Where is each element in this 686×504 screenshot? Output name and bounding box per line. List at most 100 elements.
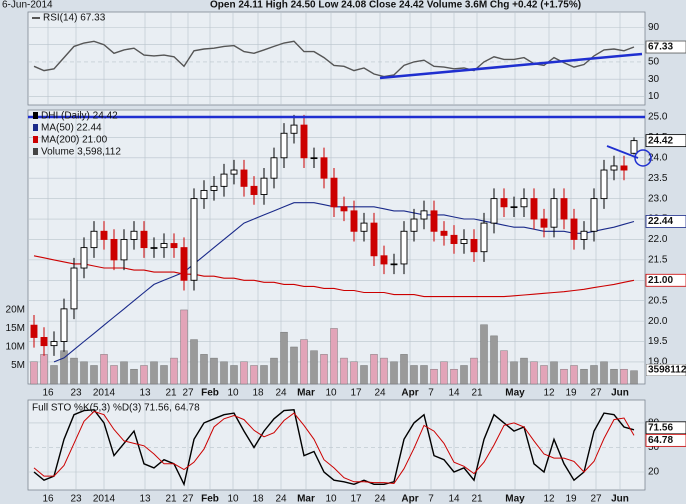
marker-circle — [634, 149, 652, 167]
x-tick-label: 19 — [565, 388, 577, 399]
candle-body — [40, 336, 48, 347]
date: 6-Jun-2014 — [2, 0, 53, 11]
legend-swatch — [33, 136, 38, 143]
x-tick-label: 13 — [139, 388, 151, 399]
candle-body — [440, 230, 448, 236]
candle-body — [160, 243, 168, 249]
legend-label: MA(200) 21.00 — [41, 135, 108, 146]
value-label: 3598112 — [648, 365, 686, 376]
volume-bar — [210, 357, 218, 385]
candle-body — [490, 198, 498, 224]
candle-body — [120, 238, 128, 261]
x-tick-label: 10 — [325, 388, 337, 399]
candle-body — [250, 185, 258, 195]
x-tick-label: Apr — [401, 494, 418, 504]
x-tick-label: 27 — [182, 494, 194, 504]
candle-body — [360, 222, 368, 232]
candle-body — [470, 238, 478, 253]
legend-label: RSI(14) 67.33 — [43, 13, 106, 24]
x-tick-label: 24 — [374, 494, 386, 504]
volume-bar — [230, 365, 238, 385]
x-tick-label: 21 — [165, 388, 177, 399]
value-box: 64.78 — [645, 433, 686, 447]
volume-bar — [600, 361, 608, 385]
candle-body — [550, 198, 558, 228]
volume-bar — [440, 361, 448, 385]
x-tick-label: 16 — [42, 388, 54, 399]
x-tick-label: Jun — [611, 388, 629, 399]
legend-label: MA(50) 22.44 — [41, 123, 102, 134]
value-label: 21.00 — [648, 275, 673, 286]
candle-body — [80, 247, 88, 269]
y-tick-label: 24.0 — [648, 152, 668, 163]
volume-bar — [510, 361, 518, 385]
volume-bar — [610, 368, 618, 385]
legend-label: Volume 3,598,112 — [41, 147, 121, 158]
candle-body — [210, 185, 218, 191]
y-tick-label: 20 — [648, 467, 660, 478]
volume-bar — [140, 365, 148, 385]
volume-bar — [280, 331, 288, 385]
volume-bar — [200, 354, 208, 385]
legend-swatch — [33, 112, 38, 119]
y-tick-label: 90 — [648, 22, 660, 33]
candle-body — [90, 230, 98, 249]
x-tick-label: 17 — [350, 494, 362, 504]
y-tick-label: 23.5 — [648, 173, 668, 184]
x-tick-label: Mar — [297, 388, 315, 399]
volume-bar — [30, 361, 38, 385]
candle-body — [350, 210, 358, 232]
candle-body — [300, 124, 308, 159]
volume-bar — [70, 357, 78, 385]
y2-tick-label: 10M — [6, 342, 25, 353]
candle-body — [480, 222, 488, 253]
value-box: 67.33 — [645, 40, 686, 54]
candle-body — [400, 230, 408, 265]
volume-bar — [410, 365, 418, 385]
candle-body — [500, 198, 508, 208]
value-box-bg — [645, 273, 686, 287]
value-label: 67.33 — [648, 42, 673, 53]
volume-bar — [350, 361, 358, 385]
value-label: 64.78 — [648, 435, 673, 446]
candle-body — [620, 165, 628, 171]
drawings: 67.33 RSI(14) 67.33 22.44 21.00 24.42 3598112… — [28, 13, 686, 447]
volume-bar — [580, 368, 588, 385]
x-tick-label: 14 — [448, 388, 460, 399]
volume-bar — [630, 370, 638, 385]
value-box-bg — [645, 215, 686, 228]
y-tick-label: 22.0 — [648, 234, 668, 245]
y-tick-label: 21.5 — [648, 255, 668, 266]
x-tick-label: 10 — [325, 494, 337, 504]
volume-bar — [620, 368, 628, 385]
x-tick-label: 23 — [70, 388, 82, 399]
y-tick-label: 19.5 — [648, 336, 668, 347]
candle-body — [140, 230, 148, 249]
volume-bar — [270, 357, 278, 385]
y-tick-label: 20.5 — [648, 295, 668, 306]
trend-line — [606, 145, 639, 159]
x-tick-label: 27 — [590, 388, 602, 399]
candle-body — [170, 243, 178, 249]
candle-body — [200, 189, 208, 200]
trend-line — [379, 52, 643, 80]
x-tick-label: 19 — [565, 494, 577, 504]
series-line — [33, 409, 635, 487]
y-tick-label: 23.0 — [648, 193, 668, 204]
volume-bar — [190, 339, 198, 385]
volume-bar — [400, 354, 408, 385]
plots: 103050709016232014132127Feb101824Mar1017… — [6, 11, 668, 504]
value-label: 71.56 — [648, 422, 673, 433]
x-tick-label: 2014 — [93, 388, 116, 399]
x-tick-label: 24 — [275, 494, 287, 504]
volume-bar — [550, 361, 558, 385]
candle-body — [110, 238, 118, 261]
volume-bar — [130, 368, 138, 385]
candle-body — [630, 140, 638, 154]
x-tick-label: 18 — [252, 494, 264, 504]
y2-tick-label: 15M — [6, 323, 25, 334]
candle-body — [180, 247, 188, 281]
candle-body — [290, 124, 298, 134]
x-tick-label: 23 — [70, 494, 82, 504]
